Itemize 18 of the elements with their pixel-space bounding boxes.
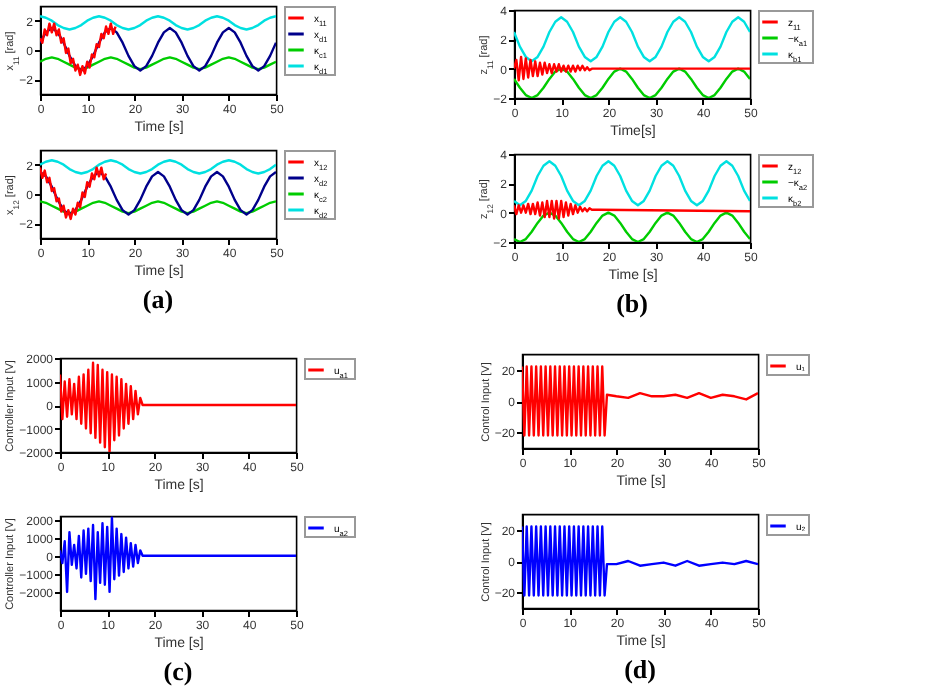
line-series <box>40 166 108 221</box>
line-series <box>40 15 276 31</box>
line-series <box>514 55 750 82</box>
line-series <box>60 361 296 452</box>
line-series <box>40 170 276 216</box>
line-series <box>40 22 117 77</box>
line-series <box>40 26 276 72</box>
text: (d) <box>624 654 656 684</box>
line-series <box>514 160 750 207</box>
line-series <box>514 16 750 63</box>
text: (c) <box>163 656 193 686</box>
text: (a) <box>142 284 174 314</box>
line-series <box>522 365 758 437</box>
line-series <box>522 525 758 597</box>
line-series <box>40 159 276 175</box>
line-series <box>60 516 296 601</box>
text: (b) <box>616 288 648 318</box>
line-series <box>514 199 750 220</box>
